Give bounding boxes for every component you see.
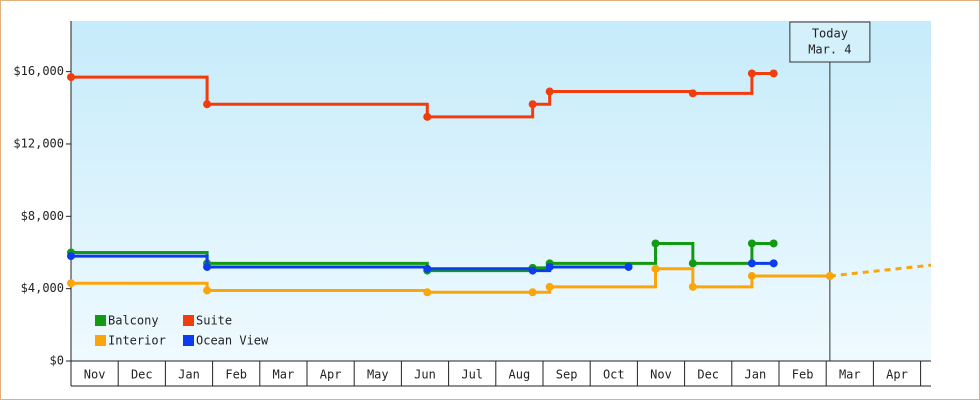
legend-label: Suite <box>196 314 232 328</box>
point <box>528 266 537 275</box>
x-tick-label: Jan <box>745 368 767 382</box>
point <box>203 286 212 295</box>
legend-swatch <box>95 315 106 326</box>
x-tick-label: Jun <box>414 368 436 382</box>
y-tick-label: $12,000 <box>13 136 64 150</box>
point <box>545 87 554 96</box>
x-tick-label: Nov <box>650 368 672 382</box>
point <box>688 259 697 268</box>
point <box>67 279 75 288</box>
legend-swatch <box>183 335 194 346</box>
point <box>67 73 75 82</box>
y-tick-label: $8,000 <box>21 209 64 223</box>
x-tick-label: Dec <box>697 368 719 382</box>
plot-background <box>71 21 931 361</box>
point <box>545 282 554 291</box>
point <box>528 288 537 297</box>
point <box>688 89 697 98</box>
series-line <box>71 71 774 119</box>
point <box>423 112 432 121</box>
today-box <box>789 21 871 63</box>
point <box>203 262 212 271</box>
x-tick-label: Sep <box>556 368 578 382</box>
point <box>688 282 697 291</box>
point <box>747 69 756 78</box>
x-tick-label: Mar <box>273 368 295 382</box>
x-tick-label: Oct <box>603 368 625 382</box>
legend-label: Balcony <box>108 314 159 328</box>
point <box>624 262 633 271</box>
x-tick-label: Jan <box>178 368 200 382</box>
x-tick-label: Mar <box>839 368 861 382</box>
y-tick-label: $16,000 <box>13 64 64 78</box>
x-tick-label: Apr <box>320 368 342 382</box>
point <box>651 264 660 273</box>
today-label: Today <box>812 27 848 41</box>
point <box>747 239 756 248</box>
legend-swatch <box>183 315 194 326</box>
x-tick-label: Dec <box>131 368 153 382</box>
legend-swatch <box>95 335 106 346</box>
point <box>545 262 554 271</box>
projection-line <box>829 263 932 278</box>
point <box>747 259 756 268</box>
y-tick-label: $0 <box>50 354 64 368</box>
x-tick-label: Feb <box>792 368 814 382</box>
point <box>423 288 432 297</box>
point <box>769 239 778 248</box>
point <box>528 100 537 109</box>
x-tick-label: Aug <box>509 368 531 382</box>
point <box>651 239 660 248</box>
point <box>769 69 778 78</box>
x-tick-label: Apr <box>886 368 908 382</box>
legend-label: Ocean View <box>196 334 269 348</box>
x-tick-label: Feb <box>225 368 247 382</box>
today-label: Mar. 4 <box>808 43 851 57</box>
x-tick-label: Nov <box>84 368 106 382</box>
point <box>67 252 75 261</box>
x-tick-label: May <box>367 368 389 382</box>
point <box>747 272 756 280</box>
point <box>769 259 778 268</box>
y-tick-label: $4,000 <box>21 281 64 295</box>
point <box>203 100 212 109</box>
legend-label: Interior <box>108 334 166 348</box>
point <box>423 264 432 273</box>
x-tick-label: Jul <box>461 368 483 382</box>
